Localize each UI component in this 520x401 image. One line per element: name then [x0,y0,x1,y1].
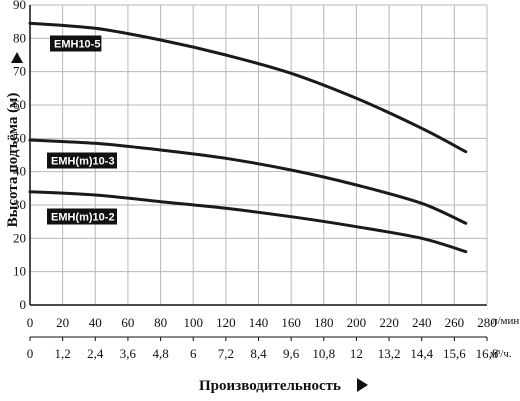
x-tick-label-secondary: 8,4 [250,346,267,361]
x-tick-label-primary: 80 [154,315,167,330]
x-tick-label-secondary: 4,8 [152,346,168,361]
x-tick-label-secondary: 7,2 [218,346,234,361]
x-tick-label-primary: 260 [445,315,465,330]
x-tick-label-secondary: 14,4 [410,346,433,361]
x-tick-label-primary: 40 [89,315,102,330]
y-tick-label: 70 [13,64,26,79]
x-tick-label-primary: 20 [56,315,69,330]
x-tick-label-secondary: 10,8 [312,346,335,361]
x-tick-label-secondary: 15,6 [443,346,466,361]
y-tick-label: 0 [20,297,27,312]
x-unit-primary: л/мин. [492,315,520,327]
x-axis-arrow-icon [357,378,368,392]
x-tick-label-primary: 220 [379,315,399,330]
x-tick-label-secondary: 12 [350,346,363,361]
x-tick-label-secondary: 1,2 [55,346,71,361]
series-label-text: EMH(m)10-2 [51,212,115,224]
x-tick-label-primary: 200 [347,315,367,330]
series-label-box [50,35,102,52]
y-tick-label: 50 [13,130,26,145]
y-tick-label: 40 [13,164,26,179]
y-tick-label: 30 [13,197,26,212]
series-label-text: EMH10-5 [54,39,100,51]
x-tick-label-primary: 100 [183,315,203,330]
x-tick-label-primary: 160 [281,315,301,330]
y-axis-arrow-icon [11,52,23,63]
series-line-2 [28,138,468,225]
series-labels: EMH10-5 EMH(m)10-3 EMH(m)10-2 [47,35,117,225]
x-tick-label-primary: 180 [314,315,334,330]
x-axis-title: Производительность [199,378,341,394]
x-tick-label-secondary: 0 [27,346,34,361]
y-tick-label: 80 [13,30,26,45]
x-tick-label-secondary: 16,8 [476,346,499,361]
y-tick-label: 90 [13,0,26,12]
y-tick-label: 20 [13,230,26,245]
x-tick-label-secondary: 3,6 [120,346,137,361]
x-tick-label-primary: 280 [477,315,497,330]
x-tick-label-primary: 240 [412,315,432,330]
series-label-box [47,208,117,225]
x-tick-label-primary: 60 [121,315,134,330]
x-tick-label-secondary: 13,2 [378,346,401,361]
y-tick-label: 60 [13,97,26,112]
x-tick-label-primary: 140 [249,315,269,330]
x-tick-label-secondary: 2,4 [87,346,104,361]
y-tick-label: 10 [13,264,26,279]
axes [29,5,488,341]
tick-labels: 0 20 40 60 80 100 120 140 160 180 200 220 240 260 2800… [13,0,498,361]
series-line-1 [28,21,468,154]
x-unit-secondary: м³/ч. [490,348,512,360]
x-tick-label-primary: 120 [216,315,236,330]
x-tick-label-secondary: 9,6 [283,346,300,361]
series-label-box [47,152,117,169]
x-tick-label-secondary: 6 [190,346,197,361]
series-curves [28,21,468,254]
series-line-3 [28,190,468,254]
y-axis-title: Высота подъёма (м) [5,93,21,228]
x-tick-label-primary: 0 [27,315,34,330]
series-label-text: EMH(m)10-3 [51,156,115,168]
